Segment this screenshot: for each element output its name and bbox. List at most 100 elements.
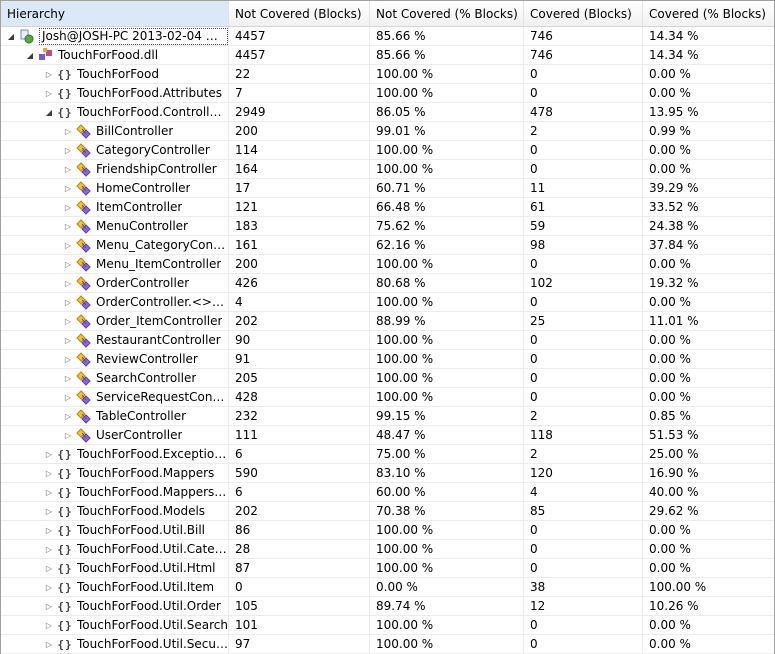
hierarchy-cell: ▷ Menu_CategoryContr...: [1, 236, 229, 255]
expand-triangle-closed-icon[interactable]: ▷: [64, 430, 72, 440]
expand-triangle-closed-icon[interactable]: ▷: [45, 544, 53, 554]
expand-triangle-closed-icon[interactable]: ▷: [64, 297, 72, 307]
expand-triangle-closed-icon[interactable]: ▷: [45, 620, 53, 630]
column-header-not-covered-percent[interactable]: Not Covered (% Blocks): [370, 1, 524, 26]
hierarchy-cell: ▷ {} TouchForFood.Util.Bill: [1, 521, 229, 540]
table-row[interactable]: ▷ {} TouchForFood.Mappers 590 83.10 % 120 16.9…: [1, 464, 774, 483]
expand-triangle-closed-icon[interactable]: ▷: [64, 335, 72, 345]
expand-triangle-closed-icon[interactable]: ▷: [64, 392, 72, 402]
table-row[interactable]: ▷ SearchController 205 100.00 % 0 0.00 %: [1, 369, 774, 388]
table-row[interactable]: ◢ Josh@JOSH-PC 2013-02-04 18:09...445785.…: [1, 27, 774, 46]
table-row[interactable]: ▷ Menu_ItemController 200 100.00 % 0 0.00 %: [1, 255, 774, 274]
table-row[interactable]: ▷ OrderController 426 80.68 % 102 19.32 %: [1, 274, 774, 293]
table-row[interactable]: ▷ CategoryController 114 100.00 % 0 0.00 %: [1, 141, 774, 160]
table-row[interactable]: ▷ ServiceRequestContro... 428 100.00 % 0 0.00…: [1, 388, 774, 407]
table-row[interactable]: ▷ {} TouchForFood.Models 202 70.38 % 85 29.62 …: [1, 502, 774, 521]
expand-triangle-closed-icon[interactable]: ▷: [64, 373, 72, 383]
table-row[interactable]: ▷ OrderController.<>c_... 4 100.00 % 0 0.00 %: [1, 293, 774, 312]
expand-triangle-closed-icon[interactable]: ▷: [64, 202, 72, 212]
expand-triangle-closed-icon[interactable]: ▷: [45, 639, 53, 649]
covered-blocks-cell: 0: [524, 255, 643, 274]
expand-triangle-closed-icon[interactable]: ▷: [64, 411, 72, 421]
table-row[interactable]: ◢ TouchForFood.dll 4457 85.66 % 746 14.34 %: [1, 46, 774, 65]
expand-triangle-closed-icon[interactable]: ▷: [64, 126, 72, 136]
expand-triangle-closed-icon[interactable]: ▷: [45, 525, 53, 535]
expand-triangle-closed-icon[interactable]: ▷: [45, 468, 53, 478]
table-row[interactable]: ▷ {} TouchForFood.Util.Html 87 100.00 % 0 0.00…: [1, 559, 774, 578]
expand-triangle-closed-icon[interactable]: ▷: [64, 259, 72, 269]
covered-blocks-cell: 0: [524, 84, 643, 103]
table-row[interactable]: ◢ {} TouchForFood.Controllers 2949 86.05 % 47…: [1, 103, 774, 122]
hierarchy-cell: ▷ {} TouchForFood.Util.Security: [1, 635, 229, 654]
column-header-not-covered-blocks[interactable]: Not Covered (Blocks): [229, 1, 370, 26]
covered-blocks-cell: 746: [524, 46, 643, 65]
not-covered-blocks-cell: 0: [229, 578, 370, 597]
table-row[interactable]: ▷ UserController 111 48.47 % 118 51.53 %: [1, 426, 774, 445]
table-row[interactable]: ▷{} TouchForFood.Util.Categ... 28 100.00 % 0…: [1, 540, 774, 559]
expand-triangle-closed-icon[interactable]: ▷: [64, 145, 72, 155]
table-row[interactable]: ▷ ItemController 121 66.48 % 61 33.52 %: [1, 198, 774, 217]
expand-triangle-closed-icon[interactable]: ▷: [45, 69, 53, 79]
class-icon: [76, 332, 92, 348]
expand-triangle-closed-icon[interactable]: ▷: [64, 240, 72, 250]
expand-triangle-closed-icon[interactable]: ▷: [45, 506, 53, 516]
table-row[interactable]: ▷ ReviewController 91 100.00 % 0 0.00 %: [1, 350, 774, 369]
column-header-hierarchy[interactable]: Hierarchy: [1, 1, 229, 26]
expand-triangle-closed-icon[interactable]: ▷: [45, 601, 53, 611]
row-label: TouchForFood.Models: [77, 503, 206, 518]
column-header-covered-blocks[interactable]: Covered (Blocks): [524, 1, 643, 26]
expand-triangle-closed-icon[interactable]: ▷: [45, 563, 53, 573]
table-row[interactable]: ▷ {} TouchForFood.Util.Search 101 100.00 % 0 0…: [1, 616, 774, 635]
row-label: BillController: [96, 123, 174, 138]
covered-percent-cell: 0.00 %: [643, 65, 774, 84]
table-row[interactable]: ▷ BillController 200 99.01 % 2 0.99 %: [1, 122, 774, 141]
covered-blocks-cell: 0: [524, 521, 643, 540]
expand-triangle-closed-icon[interactable]: ▷: [64, 278, 72, 288]
not-covered-percent-cell: 100.00 %: [370, 141, 524, 160]
covered-percent-cell: 0.99 %: [643, 122, 774, 141]
table-row[interactable]: ▷ {} TouchForFood.Mappers.... 6 60.00 % 4 40.0…: [1, 483, 774, 502]
column-header-covered-percent[interactable]: Covered (% Blocks): [649, 7, 766, 21]
table-row[interactable]: ▷ {} TouchForFood 22 100.00 % 0 0.00 %: [1, 65, 774, 84]
table-row[interactable]: ▷ {} TouchForFood.Util.Bill 86 100.00 % 0 0.00…: [1, 521, 774, 540]
expand-triangle-closed-icon[interactable]: ▷: [64, 183, 72, 193]
hierarchy-cell: ▷ HomeController: [1, 179, 229, 198]
expand-triangle-closed-icon[interactable]: ▷: [45, 582, 53, 592]
expand-triangle-closed-icon[interactable]: ▷: [45, 487, 53, 497]
table-row[interactable]: ▷ FriendshipController 164 100.00 % 0 0.00 %: [1, 160, 774, 179]
table-row[interactable]: ▷ RestaurantController 90 100.00 % 0 0.00 %: [1, 331, 774, 350]
table-row[interactable]: ▷ Menu_CategoryContr... 161 62.16 % 98 37.84 …: [1, 236, 774, 255]
namespace-icon: {}: [57, 504, 73, 518]
table-row[interactable]: ▷ TableController 232 99.15 % 2 0.85 %: [1, 407, 774, 426]
not-covered-percent-cell: 60.71 %: [370, 179, 524, 198]
expand-triangle-closed-icon[interactable]: ▷: [64, 221, 72, 231]
expand-triangle-closed-icon[interactable]: ▷: [45, 88, 53, 98]
covered-percent-cell: 0.00 %: [643, 521, 774, 540]
not-covered-blocks-cell: 164: [229, 160, 370, 179]
table-row[interactable]: ▷ {} TouchForFood.Util.Item 0 0.00 % 38 100.00…: [1, 578, 774, 597]
covered-blocks-cell: 0: [524, 388, 643, 407]
expand-triangle-open-icon[interactable]: ◢: [7, 31, 15, 41]
expand-triangle-closed-icon[interactable]: ▷: [45, 449, 53, 459]
expand-triangle-closed-icon[interactable]: ▷: [64, 354, 72, 364]
namespace-icon: {}: [57, 542, 73, 556]
expand-triangle-closed-icon[interactable]: ▷: [64, 316, 72, 326]
table-row[interactable]: ▷ {} TouchForFood.Attributes 7 100.00 % 0 0.00…: [1, 84, 774, 103]
not-covered-blocks-cell: 183: [229, 217, 370, 236]
not-covered-blocks-cell: 202: [229, 502, 370, 521]
hierarchy-cell: ▷ CategoryController: [1, 141, 229, 160]
table-row[interactable]: ▷ {} TouchForFood.Util.Order 105 89.74 % 12 10…: [1, 597, 774, 616]
row-label: MenuController: [96, 218, 188, 233]
table-row[interactable]: ▷ {} TouchForFood.Exceptions 6 75.00 % 2 25.00…: [1, 445, 774, 464]
covered-blocks-cell: 2: [524, 445, 643, 464]
expand-triangle-open-icon[interactable]: ◢: [26, 50, 34, 60]
table-row[interactable]: ▷ MenuController 183 75.62 % 59 24.38 %: [1, 217, 774, 236]
table-row[interactable]: ▷ Order_ItemController 202 88.99 % 25 11.01 %: [1, 312, 774, 331]
expand-triangle-closed-icon[interactable]: ▷: [64, 164, 72, 174]
table-row[interactable]: ▷{} TouchForFood.Util.Security 97 100.00 % 0…: [1, 635, 774, 654]
table-row[interactable]: ▷ HomeController 17 60.71 % 11 39.29 %: [1, 179, 774, 198]
hierarchy-cell: ▷ {} TouchForFood.Util.Item: [1, 578, 229, 597]
hierarchy-cell: ▷ {} TouchForFood.Mappers: [1, 464, 229, 483]
expand-triangle-open-icon[interactable]: ◢: [45, 107, 53, 117]
